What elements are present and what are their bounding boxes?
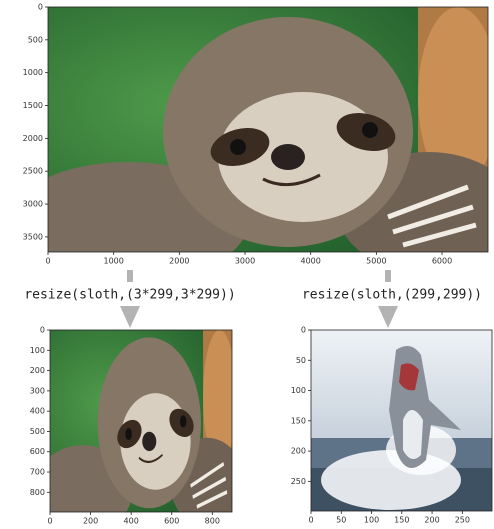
x-tick-label: 0	[308, 516, 313, 525]
x-tick-label: 400	[124, 517, 139, 526]
y-tick-label: 100	[30, 346, 45, 355]
x-tick-label: 0	[47, 517, 52, 526]
y-tick-label: 3500	[23, 232, 43, 241]
x-tick-label: 800	[205, 517, 220, 526]
y-tick-label: 800	[30, 488, 45, 497]
y-tick-label: 3000	[23, 200, 43, 209]
x-tick-label: 3000	[235, 257, 255, 266]
y-tick-label: 250	[291, 477, 306, 486]
x-tick-label: 4000	[301, 257, 321, 266]
x-tick-label: 100	[364, 516, 379, 525]
axes-frame	[49, 329, 233, 513]
y-tick-label: 0	[40, 326, 45, 335]
x-tick-label: 200	[424, 516, 439, 525]
y-tick-label: 700	[30, 468, 45, 477]
y-tick-label: 2500	[23, 167, 43, 176]
x-tick-label: 150	[394, 516, 409, 525]
y-tick-label: 500	[30, 427, 45, 436]
caption: resize(sloth,(3*299,3*299))	[24, 288, 235, 303]
y-tick-label: 200	[30, 366, 45, 375]
axes-frame	[47, 6, 489, 253]
y-tick-label: 300	[30, 386, 45, 395]
x-tick-label: 600	[164, 517, 179, 526]
y-tick-label: 1000	[23, 68, 43, 77]
x-tick-label: 6000	[432, 257, 452, 266]
y-tick-label: 1500	[23, 101, 43, 110]
x-tick-label: 50	[336, 516, 346, 525]
arrows	[120, 270, 398, 328]
x-tick-label: 0	[45, 257, 50, 266]
y-tick-label: 600	[30, 447, 45, 456]
y-tick-label: 2000	[23, 134, 43, 143]
y-tick-label: 200	[291, 447, 306, 456]
y-tick-label: 500	[28, 35, 43, 44]
y-tick-label: 150	[291, 416, 306, 425]
caption: resize(sloth,(299,299))	[302, 288, 482, 303]
y-tick-label: 400	[30, 407, 45, 416]
x-tick-label: 1000	[103, 257, 123, 266]
x-tick-label: 200	[83, 517, 98, 526]
x-tick-label: 5000	[366, 257, 386, 266]
y-tick-label: 50	[296, 356, 306, 365]
y-tick-label: 0	[38, 3, 43, 12]
x-tick-label: 250	[455, 516, 470, 525]
y-tick-label: 0	[301, 326, 306, 335]
x-tick-label: 2000	[169, 257, 189, 266]
y-tick-label: 100	[291, 386, 306, 395]
